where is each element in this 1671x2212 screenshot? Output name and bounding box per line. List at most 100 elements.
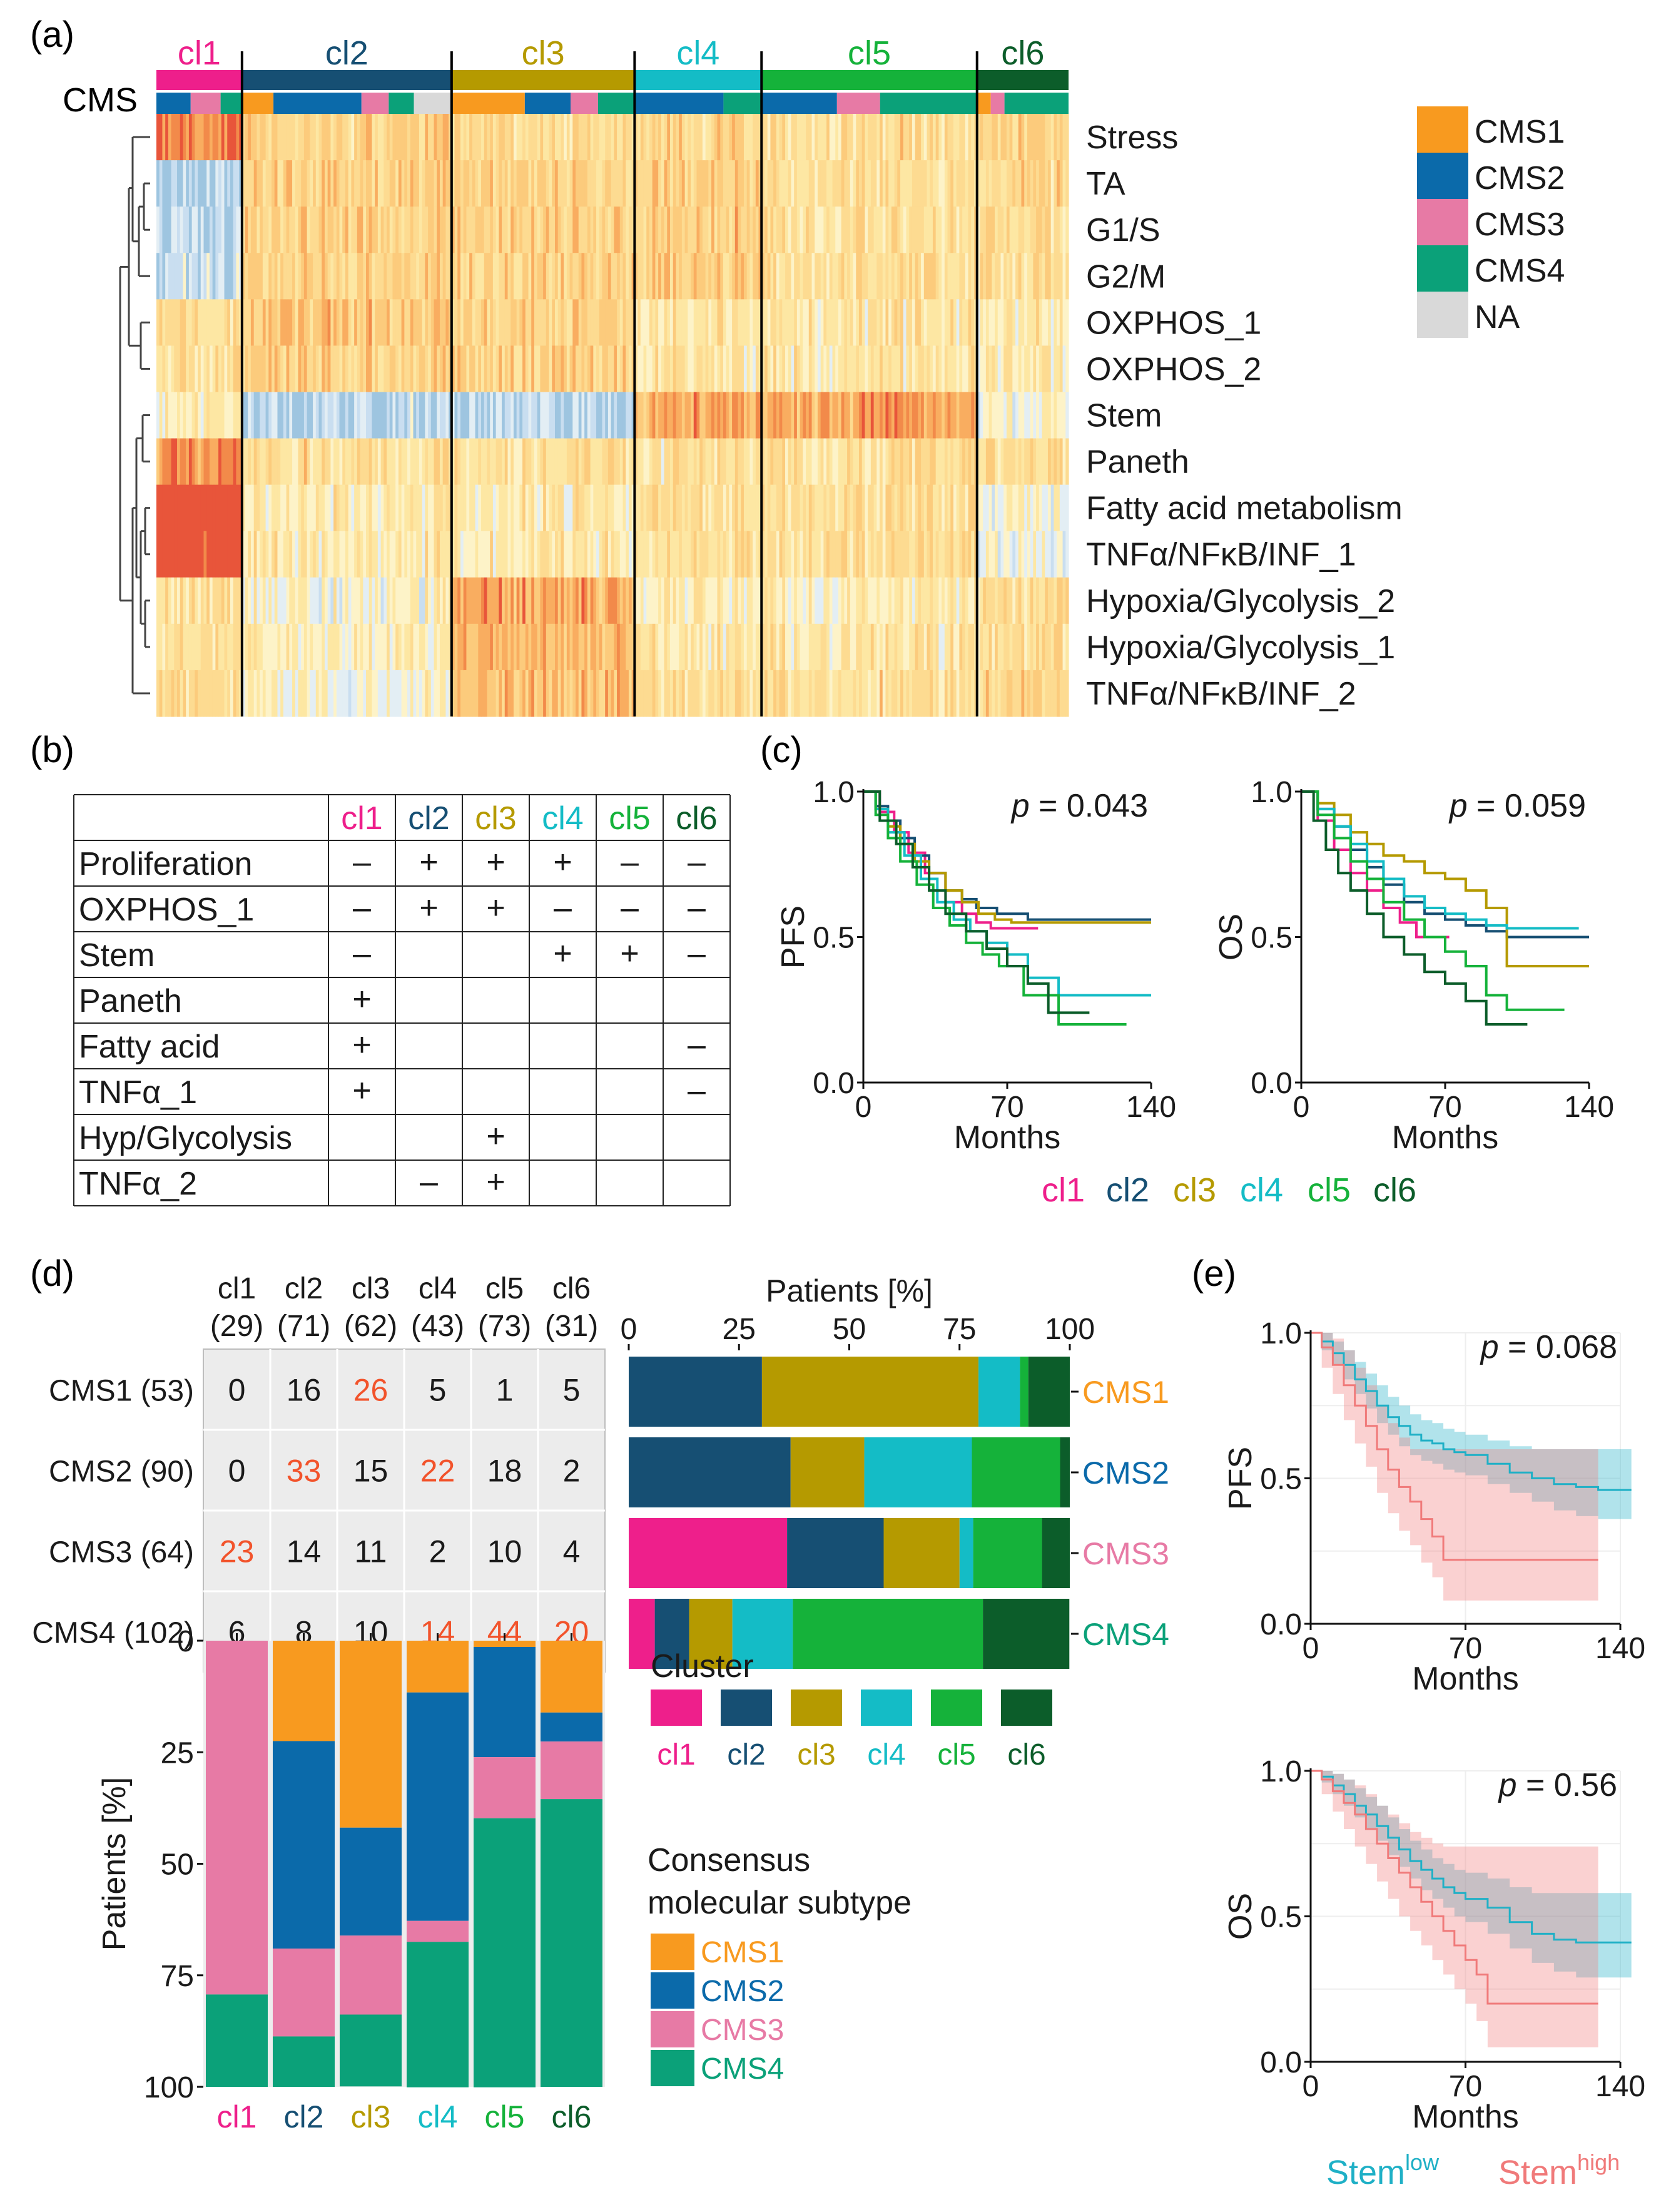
heatmap-cell: [451, 670, 455, 717]
heatmap-cell: [298, 114, 302, 161]
heatmap-cell: [380, 484, 384, 532]
heatmap-cell: [430, 392, 435, 439]
heatmap-cell: [631, 206, 635, 253]
heatmap-cell: [434, 438, 437, 486]
heatmap-cell: [481, 345, 485, 393]
km-line-stem-low: [1311, 1770, 1632, 1944]
heatmap-cell: [1059, 392, 1064, 439]
heatmap-cell: [209, 392, 213, 439]
heatmap-cell: [1009, 623, 1013, 671]
heatmap-cell: [377, 623, 382, 671]
heatmap-cell: [753, 206, 756, 253]
heatmap-cell: [1057, 345, 1060, 393]
heatmap-cell: [442, 670, 447, 717]
heatmap-cell: [622, 623, 626, 671]
heatmap-cell: [268, 484, 272, 532]
heatmap-cell: [856, 206, 860, 253]
heatmap-cell: [1050, 160, 1055, 207]
heatmap-cell: [1012, 160, 1016, 207]
heatmap-cell: [667, 345, 671, 393]
heatmap-cell: [449, 623, 452, 671]
heatmap-cell: [221, 531, 225, 578]
heatmap-cell: [209, 206, 213, 253]
heatmap-cell: [398, 299, 402, 346]
heatmap-cell: [930, 531, 933, 578]
heatmap-cell: [944, 484, 948, 532]
heatmap-cell: [664, 345, 668, 393]
heatmap-cell: [522, 438, 526, 486]
heatmap-cell: [404, 670, 408, 717]
heatmap-cell: [445, 345, 449, 393]
heatmap-cell: [504, 160, 509, 207]
heatmap-cell: [593, 531, 597, 578]
heatmap-cell: [950, 438, 954, 486]
heatmap-cell: [484, 577, 488, 624]
heatmap-cell: [495, 206, 499, 253]
heatmap-cell: [776, 160, 780, 207]
heatmap-cell: [906, 345, 910, 393]
heatmap-cell: [977, 299, 981, 346]
heatmap-cell: [921, 206, 925, 253]
heatmap-cell: [891, 114, 895, 161]
heatmap-cell: [165, 577, 169, 624]
heatmap-cell: [322, 345, 325, 393]
heatmap-cell: [779, 392, 783, 439]
heatmap-cell: [546, 345, 550, 393]
heatmap-cell: [439, 577, 444, 624]
heatmap-cell: [1021, 531, 1025, 578]
heatmap-cell: [168, 670, 172, 717]
heatmap-cell: [770, 392, 774, 439]
heatmap-cell: [726, 670, 729, 717]
heatmap-cell: [880, 345, 883, 393]
heatmap-cell: [942, 670, 945, 717]
heatmap-cell: [315, 345, 320, 393]
heatmap-cell: [428, 438, 432, 486]
row-label: OXPHOS_2: [1086, 351, 1261, 387]
heatmap-cell: [177, 623, 181, 671]
heatmap-cell: [357, 484, 361, 532]
heatmap-cell: [664, 438, 668, 486]
heatmap-cell: [475, 206, 479, 253]
x-tick-label: 140: [1595, 1632, 1645, 1665]
heatmap-cell: [983, 206, 987, 253]
heatmap-cell: [628, 299, 632, 346]
heatmap-cell: [988, 206, 992, 253]
heatmap-cell: [354, 160, 358, 207]
heatmap-cell: [667, 114, 671, 161]
heatmap-cell: [460, 670, 464, 717]
heatmap-cell: [788, 206, 792, 253]
heatmap-cell: [1006, 438, 1010, 486]
heatmap-cell: [847, 577, 851, 624]
heatmap-cell: [1059, 577, 1064, 624]
heatmap-cell: [557, 484, 562, 532]
heatmap-cell: [942, 392, 945, 439]
heatmap-cell: [888, 438, 892, 486]
heatmap-cell: [865, 438, 868, 486]
heatmap-cell: [174, 484, 178, 532]
heatmap-cell: [1042, 392, 1045, 439]
heatmap-cell: [537, 438, 541, 486]
heatmap-cell: [1024, 160, 1028, 207]
heatmap-cell: [333, 438, 337, 486]
heatmap-cell: [572, 160, 576, 207]
heatmap-cell: [165, 670, 169, 717]
heatmap-cell: [974, 160, 978, 207]
heatmap-cell: [212, 438, 216, 486]
heatmap-cell: [714, 670, 718, 717]
heatmap-cell: [454, 484, 458, 532]
heatmap-cell: [1042, 670, 1045, 717]
heatmap-cell: [581, 160, 585, 207]
heatmap-cell: [729, 438, 733, 486]
heatmap-cell: [738, 484, 741, 532]
heatmap-cell: [829, 392, 833, 439]
heatmap-cell: [510, 531, 514, 578]
heatmap-cell: [723, 531, 727, 578]
heatmap-cell: [788, 670, 792, 717]
heatmap-cell: [360, 484, 363, 532]
heatmap-cell: [543, 484, 547, 532]
heatmap-cell: [652, 438, 656, 486]
heatmap-cell: [667, 160, 671, 207]
heatmap-cell: [602, 623, 606, 671]
heatmap-cell: [806, 160, 810, 207]
heatmap-cell: [499, 206, 502, 253]
